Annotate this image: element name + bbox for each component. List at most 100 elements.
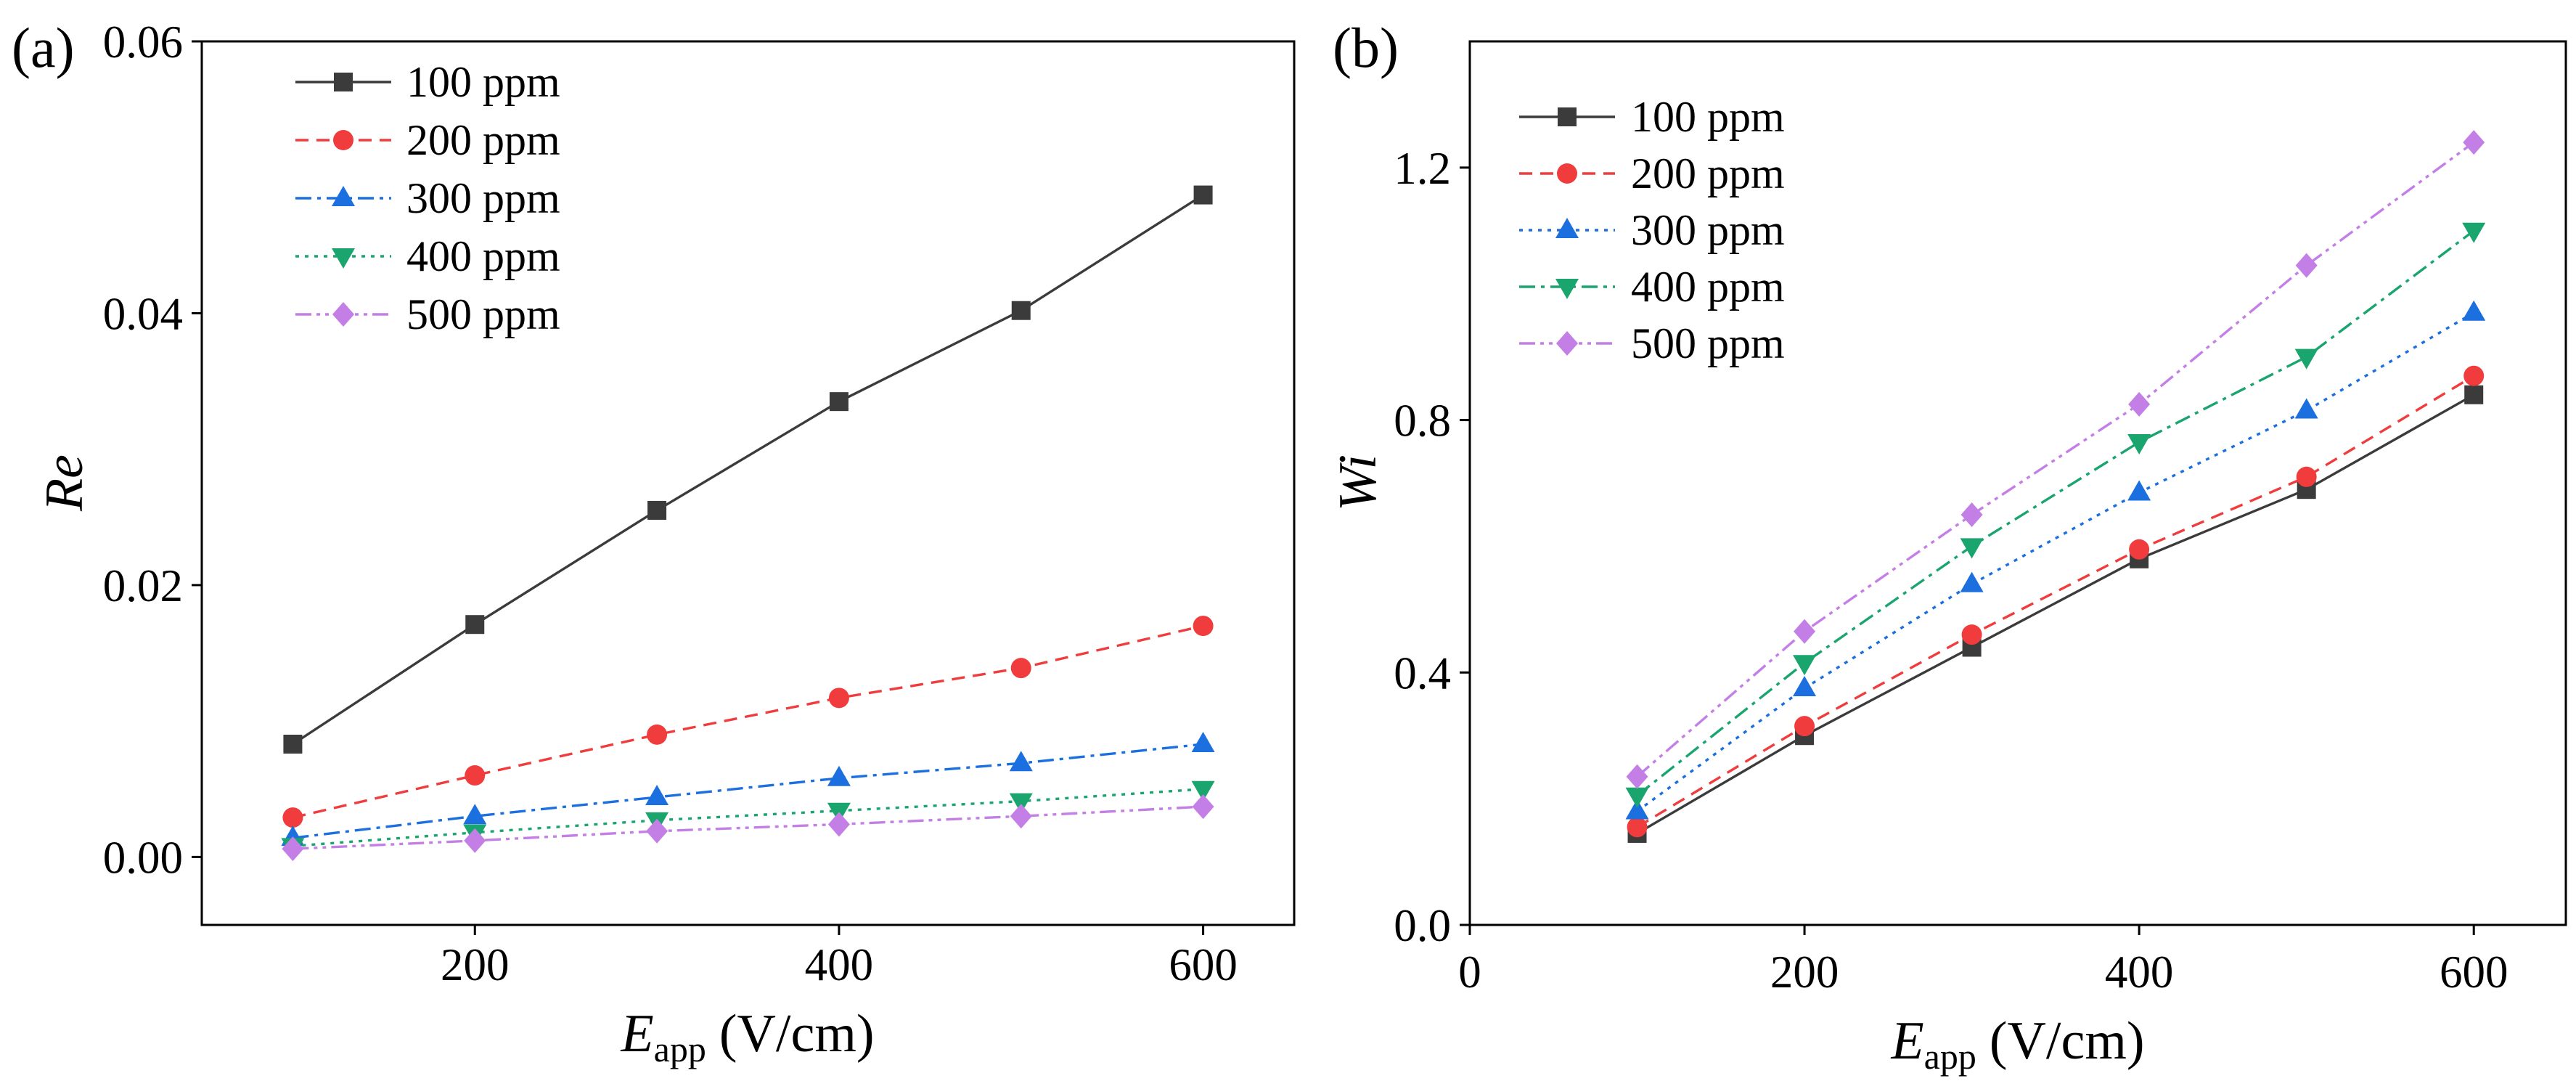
- x-tick-label-b-3: 600: [2440, 947, 2508, 998]
- series-line-b-200-ppm: [1636, 375, 2475, 828]
- data-point-a-500-ppm-200: [464, 828, 486, 853]
- legend-marker-b-100-ppm: [1558, 107, 1577, 126]
- legend-entry-b-300-ppm: 300 ppm: [1519, 206, 1785, 254]
- data-point-b-500-ppm-600: [2463, 130, 2485, 155]
- data-point-a-200-ppm-200: [465, 765, 486, 786]
- data-point-b-500-ppm-100: [1626, 764, 1648, 789]
- y-tick-label-a-2: 0.04: [103, 288, 183, 339]
- y-tick-label-a-1: 0.02: [103, 560, 183, 611]
- data-point-b-400-ppm-300: [1960, 538, 1984, 559]
- y-tick-label-b-2: 0.8: [1394, 396, 1451, 446]
- legend-label-a-200-ppm: 200 ppm: [406, 116, 560, 164]
- data-point-b-200-ppm-100: [1627, 817, 1648, 838]
- data-point-b-300-ppm-300: [1960, 571, 1984, 592]
- legend-marker-b-300-ppm: [1555, 218, 1579, 238]
- data-point-b-300-ppm-500: [2294, 398, 2318, 419]
- data-point-b-400-ppm-500: [2294, 348, 2318, 370]
- data-point-a-300-ppm-200: [463, 804, 487, 825]
- series-a-400-ppm: [281, 780, 1215, 859]
- series-line-a-300-ppm: [293, 743, 1203, 839]
- data-point-b-200-ppm-400: [2129, 539, 2150, 560]
- legend-label-a-500-ppm: 500 ppm: [406, 290, 560, 338]
- legend-marker-a-300-ppm: [332, 186, 355, 206]
- y-axis-label-b: Wi: [1328, 454, 1388, 511]
- data-point-b-200-ppm-300: [1961, 624, 1982, 645]
- x-axis-label-subscript-a: app: [654, 1029, 706, 1069]
- x-axis-label-unit-a: (V/cm): [719, 1004, 875, 1064]
- data-point-a-500-ppm-100: [282, 836, 304, 862]
- data-point-b-300-ppm-600: [2462, 300, 2486, 321]
- data-point-b-200-ppm-600: [2463, 365, 2485, 386]
- data-point-a-300-ppm-600: [1191, 731, 1215, 752]
- legend-entry-a-200-ppm: 200 ppm: [295, 116, 560, 164]
- legend-entry-b-200-ppm: 200 ppm: [1519, 150, 1785, 197]
- plot-frame-b: [1468, 40, 2567, 926]
- series-line-b-500-ppm: [1636, 141, 2475, 778]
- x-tick-label-b-0: 0: [1458, 947, 1481, 998]
- data-point-a-200-ppm-400: [828, 688, 849, 709]
- series-line-b-100-ppm: [1636, 393, 2475, 835]
- data-point-a-100-ppm-600: [1193, 185, 1213, 205]
- data-point-a-500-ppm-600: [1192, 794, 1214, 820]
- legend-label-b-500-ppm: 500 ppm: [1631, 319, 1785, 367]
- data-point-a-300-ppm-300: [645, 785, 669, 806]
- legend-entry-b-100-ppm: 100 ppm: [1519, 93, 1785, 141]
- panel-a-re-chart: (a) 0.00 0.02 0.04 0.06 200 400 600 Re Eapp (V/cm)…: [12, 16, 1296, 1069]
- data-point-a-500-ppm-300: [646, 818, 668, 844]
- legend-label-b-100-ppm: 100 ppm: [1631, 93, 1785, 141]
- data-point-a-100-ppm-200: [465, 615, 485, 635]
- y-tick-label-b-0: 0.0: [1394, 900, 1451, 951]
- legend-marker-b-200-ppm: [1557, 163, 1577, 184]
- legend-label-a-400-ppm: 400 ppm: [406, 232, 560, 280]
- data-point-b-100-ppm-600: [2464, 385, 2484, 404]
- legend-label-a-300-ppm: 300 ppm: [406, 174, 560, 222]
- data-point-a-200-ppm-100: [282, 807, 303, 828]
- legend-entry-a-300-ppm: 300 ppm: [295, 174, 560, 222]
- series-line-a-400-ppm: [293, 788, 1203, 848]
- data-point-b-500-ppm-400: [2128, 391, 2151, 417]
- data-point-b-200-ppm-200: [1794, 716, 1815, 737]
- data-point-b-300-ppm-100: [1625, 799, 1649, 820]
- legend-marker-a-500-ppm: [332, 302, 354, 327]
- data-point-a-200-ppm-300: [647, 724, 668, 745]
- data-point-a-100-ppm-400: [829, 392, 849, 412]
- legend-marker-a-100-ppm: [334, 73, 353, 91]
- plot-frame-a: [200, 40, 1296, 926]
- legend-entry-b-500-ppm: 500 ppm: [1519, 319, 1785, 367]
- x-tick-label-a-2: 600: [1169, 939, 1238, 990]
- series-line-a-500-ppm: [293, 805, 1203, 850]
- legend-marker-b-400-ppm: [1555, 279, 1579, 299]
- x-tick-label-b-1: 200: [1770, 947, 1839, 998]
- data-point-b-500-ppm-200: [1794, 619, 1816, 644]
- x-tick-label-a-1: 400: [805, 939, 874, 990]
- data-point-a-500-ppm-500: [1010, 804, 1032, 829]
- data-point-b-300-ppm-200: [1793, 676, 1817, 697]
- x-axis-label-unit-b: (V/cm): [1990, 1011, 2145, 1071]
- legend-label-b-300-ppm: 300 ppm: [1631, 206, 1785, 254]
- data-point-b-500-ppm-300: [1960, 502, 1983, 527]
- series-b-200-ppm: [1627, 365, 2485, 838]
- legend-entry-a-100-ppm: 100 ppm: [295, 58, 560, 106]
- data-point-a-200-ppm-600: [1193, 616, 1214, 637]
- data-point-b-500-ppm-500: [2295, 253, 2318, 278]
- x-tick-label-a-0: 200: [441, 939, 510, 990]
- legend-entry-a-400-ppm: 400 ppm: [295, 232, 560, 280]
- x-axis-label-b: Eapp (V/cm): [1890, 1011, 2144, 1077]
- x-axis-label-subscript-b: app: [1924, 1036, 1976, 1077]
- x-tick-label-b-2: 400: [2105, 947, 2174, 998]
- data-point-b-400-ppm-200: [1793, 655, 1817, 676]
- series-line-a-100-ppm: [292, 194, 1204, 746]
- series-a-100-ppm: [283, 185, 1213, 754]
- series-b-300-ppm: [1625, 300, 2486, 820]
- x-axis-label-a: Eapp (V/cm): [620, 1004, 874, 1069]
- series-b-500-ppm: [1626, 130, 2485, 789]
- panel-b-wi-chart: (b) 0.0 0.4 0.8 1.2 0 200 400 600 Wi Eapp (V/cm) 100…: [1328, 16, 2567, 1077]
- series-line-a-200-ppm: [293, 624, 1203, 819]
- data-point-b-400-ppm-100: [1625, 787, 1649, 808]
- data-point-a-100-ppm-300: [647, 500, 667, 520]
- data-point-b-400-ppm-600: [2462, 222, 2486, 243]
- data-point-a-300-ppm-500: [1009, 751, 1033, 772]
- legend-label-a-100-ppm: 100 ppm: [406, 58, 560, 106]
- panel-label-b: (b): [1333, 16, 1399, 79]
